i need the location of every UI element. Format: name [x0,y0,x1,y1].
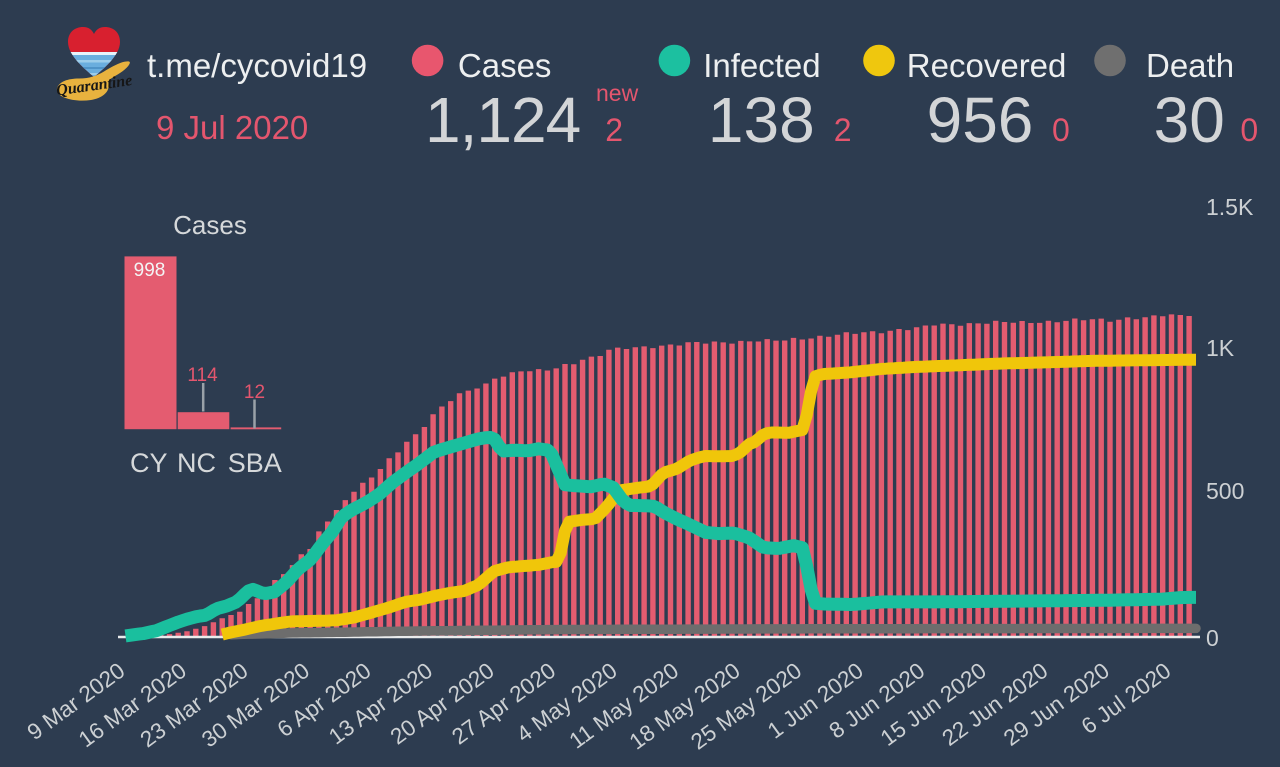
svg-text:0: 0 [1206,625,1219,651]
svg-text:1K: 1K [1206,335,1235,361]
svg-text:956: 956 [927,84,1034,156]
svg-text:NC: NC [177,448,216,478]
svg-text:Recovered: Recovered [907,47,1067,84]
svg-text:0: 0 [1052,112,1070,148]
svg-text:1.5K: 1.5K [1206,194,1254,220]
svg-text:SBA: SBA [228,448,282,478]
svg-text:CY: CY [130,448,168,478]
svg-text:2: 2 [834,112,852,148]
svg-text:30: 30 [1154,84,1225,156]
svg-text:2: 2 [605,112,623,148]
svg-text:Cases: Cases [458,47,552,84]
svg-text:138: 138 [708,84,815,156]
svg-text:Infected: Infected [703,47,820,84]
svg-text:12: 12 [244,382,265,403]
svg-text:9 Jul 2020: 9 Jul 2020 [156,109,308,146]
svg-text:998: 998 [134,260,166,281]
svg-text:new: new [596,80,639,106]
svg-text:Death: Death [1146,47,1234,84]
svg-text:t.me/cycovid19: t.me/cycovid19 [147,47,367,84]
svg-text:0: 0 [1240,112,1258,148]
svg-text:500: 500 [1206,478,1244,504]
svg-text:Cases: Cases [173,210,247,240]
svg-text:1,124: 1,124 [425,84,580,156]
svg-text:114: 114 [187,365,218,386]
